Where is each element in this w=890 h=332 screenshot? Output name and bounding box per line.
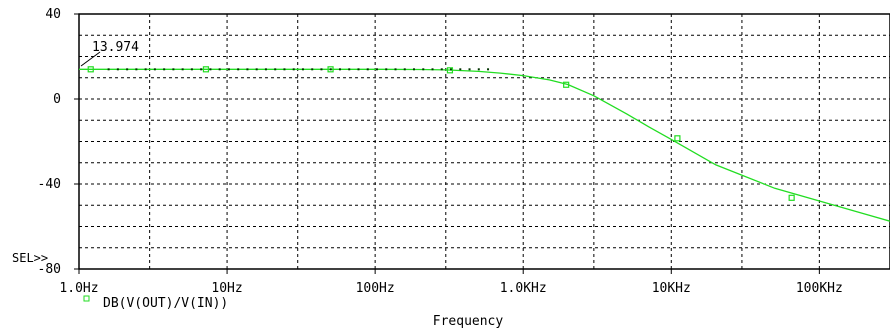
- sample-dot: [218, 68, 221, 71]
- sample-dot: [116, 68, 119, 71]
- sample-dot: [246, 68, 249, 71]
- sample-dot: [366, 68, 369, 71]
- sample-dot: [163, 68, 166, 71]
- sample-dot: [440, 68, 443, 71]
- sample-dot: [311, 68, 314, 71]
- sample-dot: [459, 68, 462, 71]
- x-tick-label: 100Hz: [356, 281, 395, 296]
- series-marker: [674, 135, 681, 142]
- sample-dot: [413, 68, 416, 71]
- sample-dot: [487, 68, 490, 71]
- sample-dot: [283, 68, 286, 71]
- labels: 1.0Hz 10Hz 100Hz 1.0KHz 10KHz 100KHz -80 -40 0 40: [38, 7, 843, 296]
- sample-dot: [200, 68, 203, 71]
- sample-dot: [255, 68, 258, 71]
- sample-dot: [181, 68, 184, 71]
- sample-dot: [209, 68, 212, 71]
- sample-dot: [468, 68, 471, 71]
- sample-dot: [153, 68, 156, 71]
- sample-dot: [144, 68, 147, 71]
- sample-dot: [394, 68, 397, 71]
- grid: [79, 14, 890, 269]
- sample-dot: [292, 68, 295, 71]
- x-tick-label: 10Hz: [211, 281, 242, 296]
- sample-dot: [301, 68, 304, 71]
- sample-dot: [227, 68, 230, 71]
- annotation-label: 13.974: [92, 40, 139, 55]
- x-tick-label: 1.0Hz: [59, 281, 98, 296]
- sample-dot: [422, 68, 425, 71]
- sample-dot: [338, 68, 341, 71]
- sample-dot: [320, 68, 323, 71]
- series-marker: [788, 194, 795, 201]
- annotation-pointer: [80, 51, 101, 67]
- x-tick-label: 1.0KHz: [500, 281, 547, 296]
- series-marker: [563, 81, 570, 88]
- legend-swatch: [83, 295, 90, 302]
- x-tick-label: 10KHz: [652, 281, 691, 296]
- series-marker: [446, 67, 454, 74]
- sample-dot: [329, 68, 332, 71]
- y-tick-label: 40: [45, 7, 61, 22]
- sample-dot: [477, 68, 480, 71]
- series-marker: [202, 66, 210, 73]
- sample-dot: [237, 68, 240, 71]
- series-marker: [87, 66, 94, 73]
- series-layer: [79, 66, 890, 222]
- y-tick-label: 0: [53, 92, 61, 107]
- series-marker: [327, 66, 334, 73]
- sample-dot: [375, 68, 378, 71]
- plot-frame: [78, 13, 890, 270]
- sample-dot: [357, 68, 360, 71]
- series-line: [79, 68, 890, 222]
- sample-dot: [190, 68, 193, 71]
- sample-dot: [403, 68, 406, 71]
- sample-dot: [348, 68, 351, 71]
- sample-dot: [172, 68, 175, 71]
- sample-dot: [264, 68, 267, 71]
- sample-dot: [431, 68, 434, 71]
- sample-dot: [385, 68, 388, 71]
- sample-dot: [107, 68, 110, 71]
- axis-ticks: [74, 13, 820, 274]
- sample-dot: [450, 68, 453, 71]
- sample-dot: [135, 68, 138, 71]
- y-tick-label: -40: [38, 177, 61, 192]
- legend-label: DB(V(OUT)/V(IN)): [103, 296, 228, 311]
- x-axis-title: Frequency: [433, 314, 504, 329]
- sel-marker: SEL>>: [12, 251, 48, 265]
- sample-dot: [126, 68, 129, 71]
- x-tick-label: 100KHz: [796, 281, 843, 296]
- sample-dot: [274, 68, 277, 71]
- y-tick-label: -80: [38, 262, 61, 277]
